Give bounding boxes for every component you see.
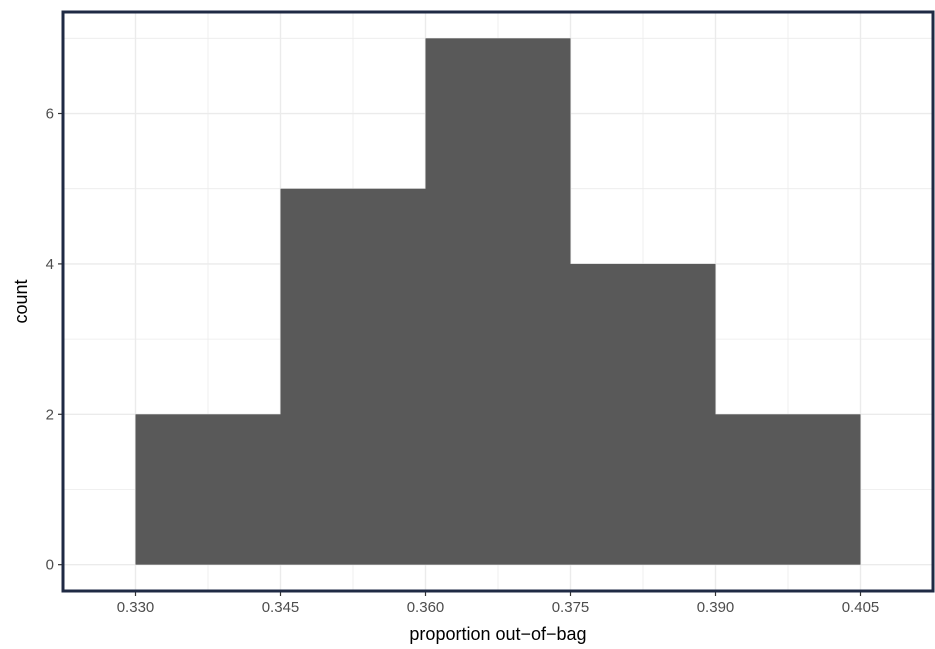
axis-ticks: 0.330 0.345 0.360 0.375 0.390 0.405 0 2 4 6 <box>46 106 880 616</box>
x-tick-label: 0.390 <box>697 599 735 616</box>
histogram-bars <box>135 38 861 565</box>
panel-border <box>61 10 935 593</box>
x-tick-label: 0.345 <box>262 599 300 616</box>
y-tick-label: 6 <box>46 106 54 123</box>
histogram-bar <box>280 188 426 565</box>
histogram-bar <box>570 263 716 565</box>
y-axis-title: count <box>11 279 31 323</box>
x-axis-title: proportion out−of−bag <box>409 624 586 644</box>
x-tick-label: 0.330 <box>117 599 155 616</box>
x-tick-label: 0.405 <box>842 599 880 616</box>
histogram-bar <box>715 414 861 565</box>
x-tick-label: 0.375 <box>552 599 590 616</box>
y-tick-label: 0 <box>46 557 54 574</box>
y-tick-label: 4 <box>46 256 54 273</box>
histogram-bar <box>135 414 281 565</box>
y-tick-label: 2 <box>46 406 54 423</box>
x-tick-label: 0.360 <box>407 599 445 616</box>
histogram-bar <box>425 38 571 565</box>
